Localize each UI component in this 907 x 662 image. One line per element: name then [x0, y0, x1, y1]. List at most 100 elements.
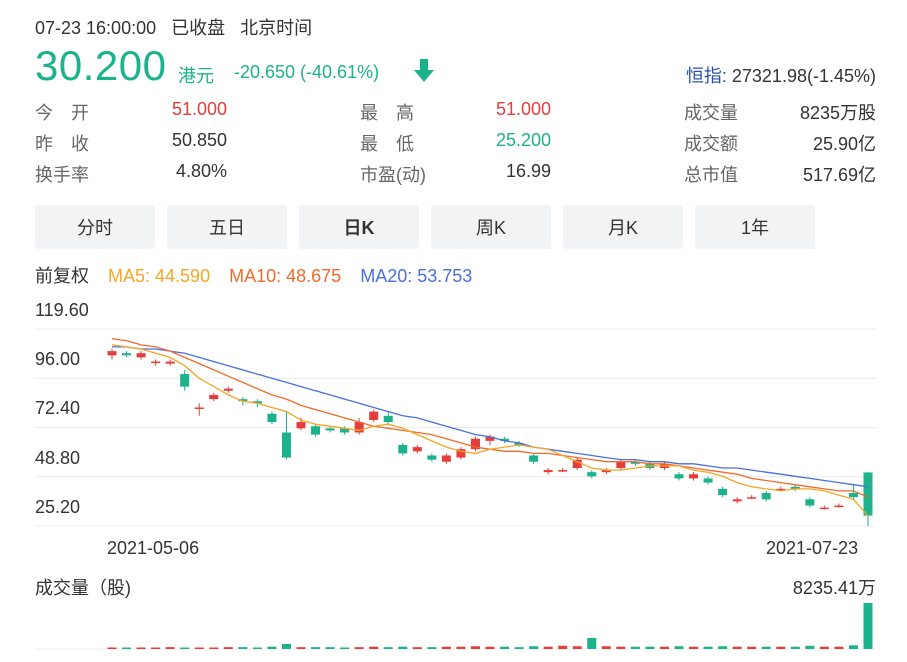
currency-label: 港元 — [178, 66, 214, 86]
candle-body — [252, 401, 262, 404]
volume-value: 8235万股 — [799, 103, 876, 123]
volume-bar — [601, 646, 611, 649]
volume-bar — [529, 646, 539, 649]
down-arrow-icon — [414, 59, 434, 82]
y-tick-label: 119.60 — [35, 300, 89, 320]
volume-bar — [485, 646, 495, 649]
volume-bar — [398, 646, 408, 649]
volume-bar — [703, 646, 713, 649]
ma10-legend: MA10: 48.675 — [229, 266, 342, 286]
candle-body — [630, 461, 640, 464]
y-tick-label: 72.40 — [35, 398, 81, 418]
high-label: 最 高 — [360, 103, 414, 123]
timezone-label: 北京时间 — [240, 18, 313, 38]
candle-body — [369, 411, 379, 420]
volume-max-label: 8235.41万 — [792, 578, 876, 598]
amount-value: 25.90亿 — [812, 134, 876, 154]
candle-body — [601, 470, 611, 473]
volume-bar — [790, 646, 800, 649]
adjust-mode[interactable]: 前复权 — [35, 266, 89, 286]
candle-body — [718, 488, 728, 496]
candle-body — [805, 499, 815, 506]
prev-close-label: 昨 收 — [35, 134, 89, 154]
volume-bar — [209, 647, 219, 649]
market-cap-label: 总市值 — [684, 165, 738, 185]
candle-body — [689, 474, 699, 479]
ma20-line — [112, 346, 869, 488]
ma5-legend: MA5: 44.590 — [108, 266, 211, 286]
candle-body — [151, 361, 161, 364]
volume-bar — [834, 646, 844, 649]
x-tick-label: 2021-07-23 — [766, 538, 859, 558]
volume-bar — [427, 647, 437, 649]
volume-bar — [107, 647, 117, 649]
volume-bar — [325, 647, 335, 649]
current-price: 30.200 — [35, 42, 167, 89]
volume-bar — [630, 646, 640, 649]
ma5-line — [111, 344, 869, 517]
candle-body — [412, 447, 422, 452]
volume-bar — [151, 647, 161, 649]
candle-body — [340, 428, 350, 433]
volume-bar — [543, 646, 553, 649]
tab-daily-k[interactable]: 日K — [299, 205, 419, 249]
y-tick-label: 96.00 — [35, 349, 81, 369]
timestamp-row: 07-23 16:00:00 已收盘 北京时间 — [35, 14, 322, 40]
candle-body — [281, 432, 291, 458]
volume-bar — [456, 646, 466, 649]
volume-bar — [281, 643, 291, 649]
candle-body — [834, 505, 844, 508]
volume-bar — [514, 647, 524, 649]
volume-bar — [369, 646, 379, 649]
volume-bar — [587, 637, 597, 649]
volume-bar — [776, 646, 786, 649]
candle-body — [514, 442, 524, 446]
open-value: 51.000 — [171, 99, 227, 119]
candle-body — [819, 507, 829, 510]
volume-bar — [732, 646, 742, 649]
volume-bar — [122, 647, 132, 649]
tab-monthly-k[interactable]: 月K — [563, 205, 683, 249]
volume-bar — [689, 646, 699, 649]
candle-body — [296, 422, 306, 429]
volume-bar — [223, 647, 233, 649]
volume-bar — [165, 647, 175, 649]
volume-bar — [136, 647, 146, 649]
ma20-legend: MA20: 53.753 — [360, 266, 473, 286]
y-tick-label: 48.80 — [35, 448, 81, 468]
candle-body — [587, 472, 597, 477]
candle-body — [703, 478, 713, 483]
candle-body — [180, 374, 190, 387]
index-label: 恒指: — [685, 66, 727, 86]
volume-bar — [311, 647, 321, 649]
volume-bar — [470, 646, 480, 649]
candle-body — [790, 486, 800, 489]
tab-one-year[interactable]: 1年 — [695, 205, 815, 249]
volume-bar — [674, 646, 684, 649]
market-cap-value: 517.69亿 — [802, 165, 876, 185]
x-tick-label: 2021-05-06 — [107, 538, 200, 558]
volume-bar — [441, 646, 451, 649]
volume-bar — [819, 646, 829, 649]
candle-body — [543, 470, 553, 473]
volume-bar — [848, 645, 858, 649]
volume-bar — [354, 647, 364, 649]
candle-body — [572, 459, 582, 468]
tab-five-day[interactable]: 五日 — [167, 205, 287, 249]
ma-legend: 前复权 MA5: 44.590 MA10: 48.675 MA20: 53.75… — [35, 262, 486, 288]
candle-body — [122, 353, 132, 356]
hang-seng-index[interactable]: 恒指: 27321.98(-1.45%) — [686, 62, 876, 88]
low-value: 25.200 — [495, 130, 551, 150]
high-value: 51.000 — [495, 99, 551, 119]
prev-close-value: 50.850 — [171, 130, 227, 150]
candle-body — [311, 426, 321, 435]
candle-body — [761, 493, 771, 500]
candle-body — [441, 455, 451, 462]
tab-intraday[interactable]: 分时 — [35, 205, 155, 249]
volume-bar — [718, 646, 728, 649]
tab-weekly-k[interactable]: 周K — [431, 205, 551, 249]
ma10-line — [111, 337, 869, 498]
candle-body — [238, 399, 248, 402]
volume-label: 成交量 — [684, 103, 738, 123]
